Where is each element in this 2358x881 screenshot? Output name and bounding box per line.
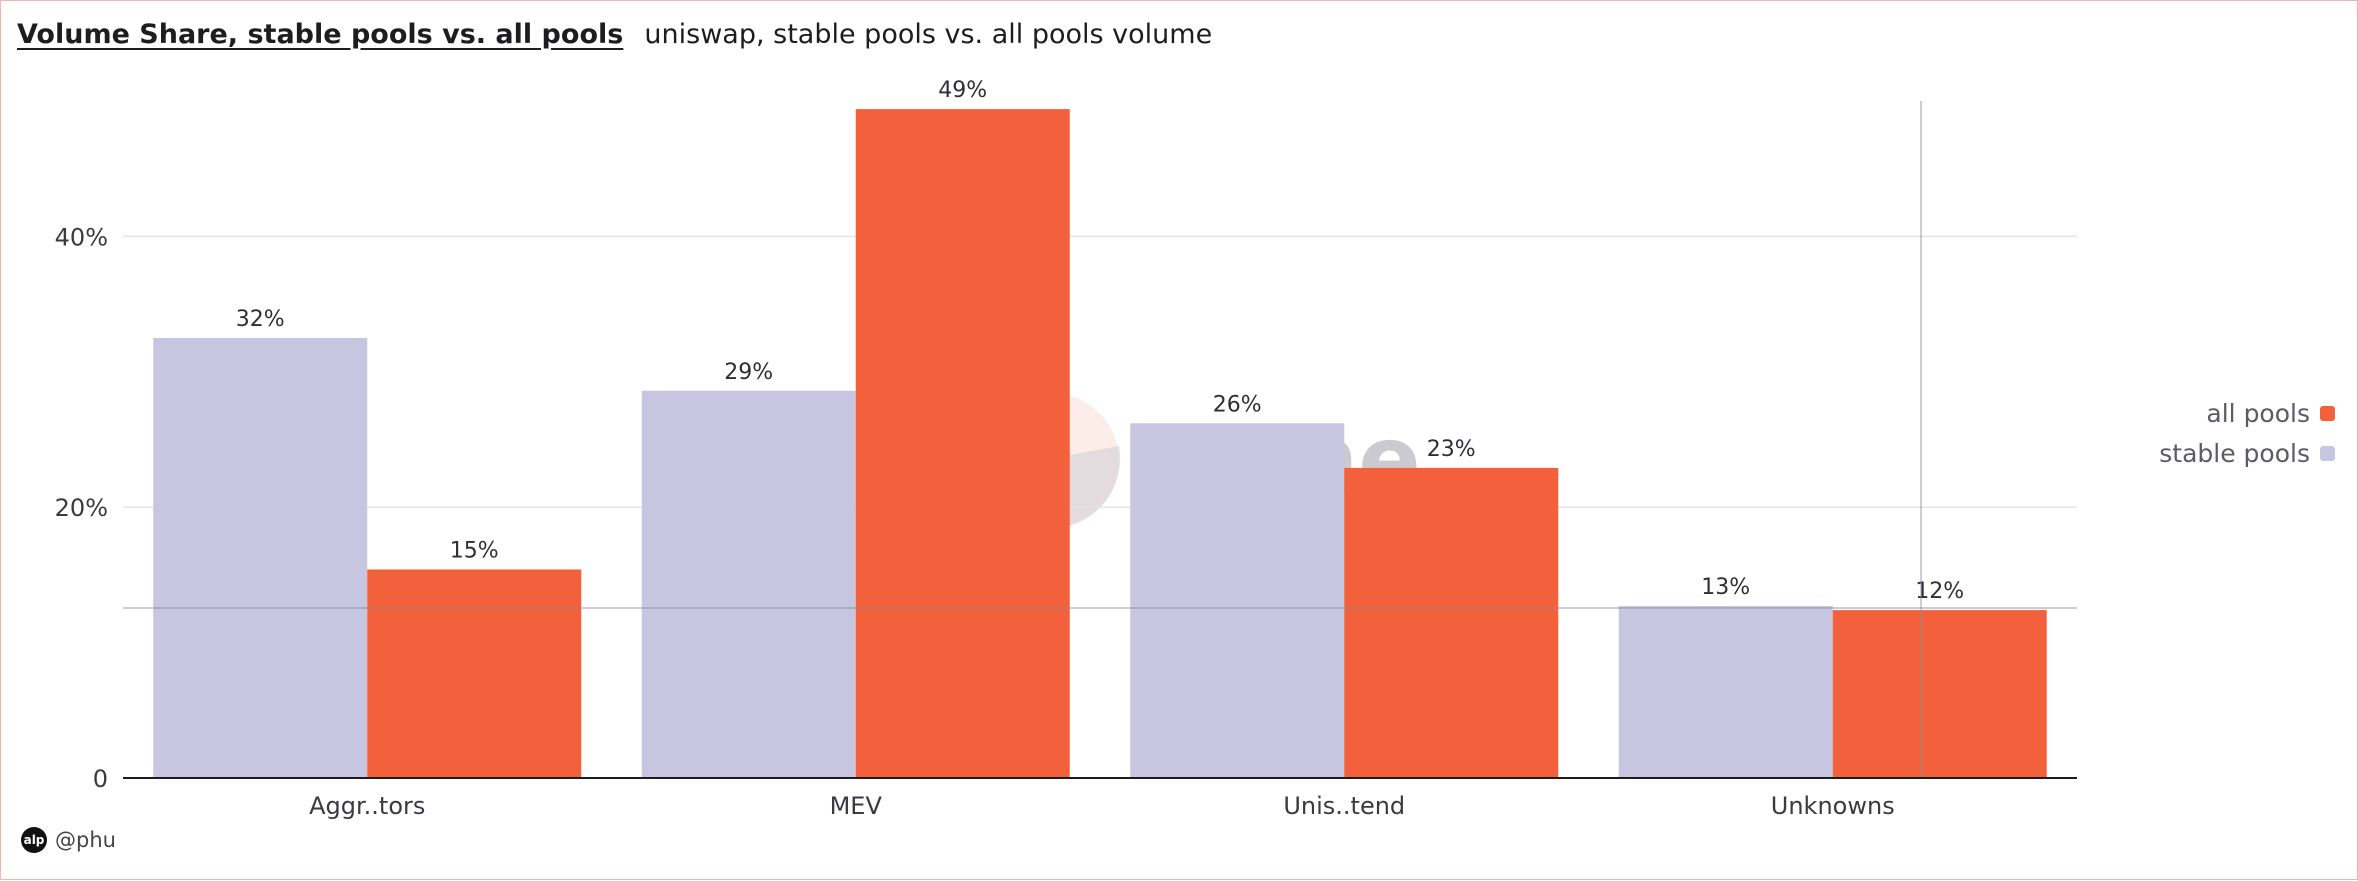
legend-swatch-all-pools xyxy=(2320,405,2335,421)
x-tick-label: Unknowns xyxy=(1771,792,1895,820)
legend-label: stable pools xyxy=(2159,438,2310,468)
data-label: 15% xyxy=(450,538,499,563)
data-label: 23% xyxy=(1427,437,1476,462)
data-label: 32% xyxy=(236,307,285,332)
author-handle: @phu xyxy=(55,828,116,852)
author-credit[interactable]: alp @phu xyxy=(21,827,116,853)
chart-legend: all pools stable pools xyxy=(2159,393,2335,473)
bar xyxy=(153,337,368,778)
y-tick-label: 40% xyxy=(55,223,108,251)
chart-header: Volume Share, stable pools vs. all pools… xyxy=(17,19,1212,50)
bar xyxy=(641,390,856,778)
bar xyxy=(1618,606,1833,778)
bar xyxy=(367,569,582,778)
data-label: 13% xyxy=(1701,575,1750,600)
x-tick-label: Aggr..tors xyxy=(309,792,425,820)
legend-item-stable-pools[interactable]: stable pools xyxy=(2159,433,2335,473)
data-label: 29% xyxy=(724,360,773,385)
legend-swatch-stable-pools xyxy=(2320,445,2335,461)
data-label: 12% xyxy=(1915,579,1964,604)
y-tick-label: 20% xyxy=(55,494,108,522)
legend-label: all pools xyxy=(2206,398,2310,428)
chart-title[interactable]: Volume Share, stable pools vs. all pools xyxy=(17,19,624,50)
data-label: 26% xyxy=(1213,392,1262,417)
data-label: 49% xyxy=(938,78,987,103)
x-tick-label: MEV xyxy=(830,792,883,820)
bar xyxy=(1130,423,1345,778)
bar xyxy=(1344,467,1559,778)
bar xyxy=(855,109,1070,778)
bar xyxy=(1832,610,2047,778)
dune-avatar-icon: alp xyxy=(21,827,47,853)
chart-subtitle: uniswap, stable pools vs. all pools volu… xyxy=(644,19,1213,50)
y-tick-label: 0 xyxy=(93,765,108,793)
x-tick-label: Unis..tend xyxy=(1283,792,1405,820)
legend-item-all-pools[interactable]: all pools xyxy=(2159,393,2335,433)
